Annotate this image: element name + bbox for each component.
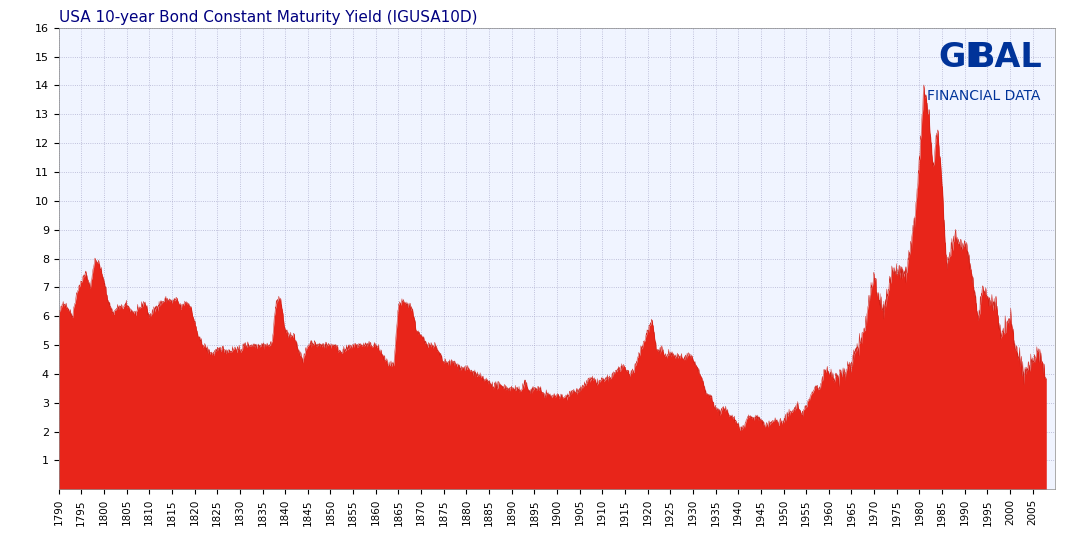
Text: GL: GL xyxy=(938,41,987,74)
Text: USA 10-year Bond Constant Maturity Yield (IGUSA10D): USA 10-year Bond Constant Maturity Yield… xyxy=(59,10,478,25)
Text: BAL: BAL xyxy=(970,41,1043,74)
Text: FINANCIAL DATA: FINANCIAL DATA xyxy=(927,89,1040,103)
